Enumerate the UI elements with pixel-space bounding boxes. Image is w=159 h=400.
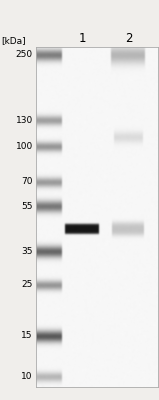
Text: [kDa]: [kDa] (2, 36, 26, 45)
Text: 250: 250 (16, 50, 33, 59)
Text: 25: 25 (21, 280, 33, 289)
Text: 70: 70 (21, 178, 33, 186)
Text: 35: 35 (21, 247, 33, 256)
Text: 100: 100 (16, 142, 33, 151)
Text: 1: 1 (79, 32, 86, 45)
Text: 2: 2 (125, 32, 132, 45)
Text: 55: 55 (21, 202, 33, 210)
Text: 10: 10 (21, 372, 33, 381)
Text: 130: 130 (16, 116, 33, 124)
Text: 15: 15 (21, 332, 33, 340)
